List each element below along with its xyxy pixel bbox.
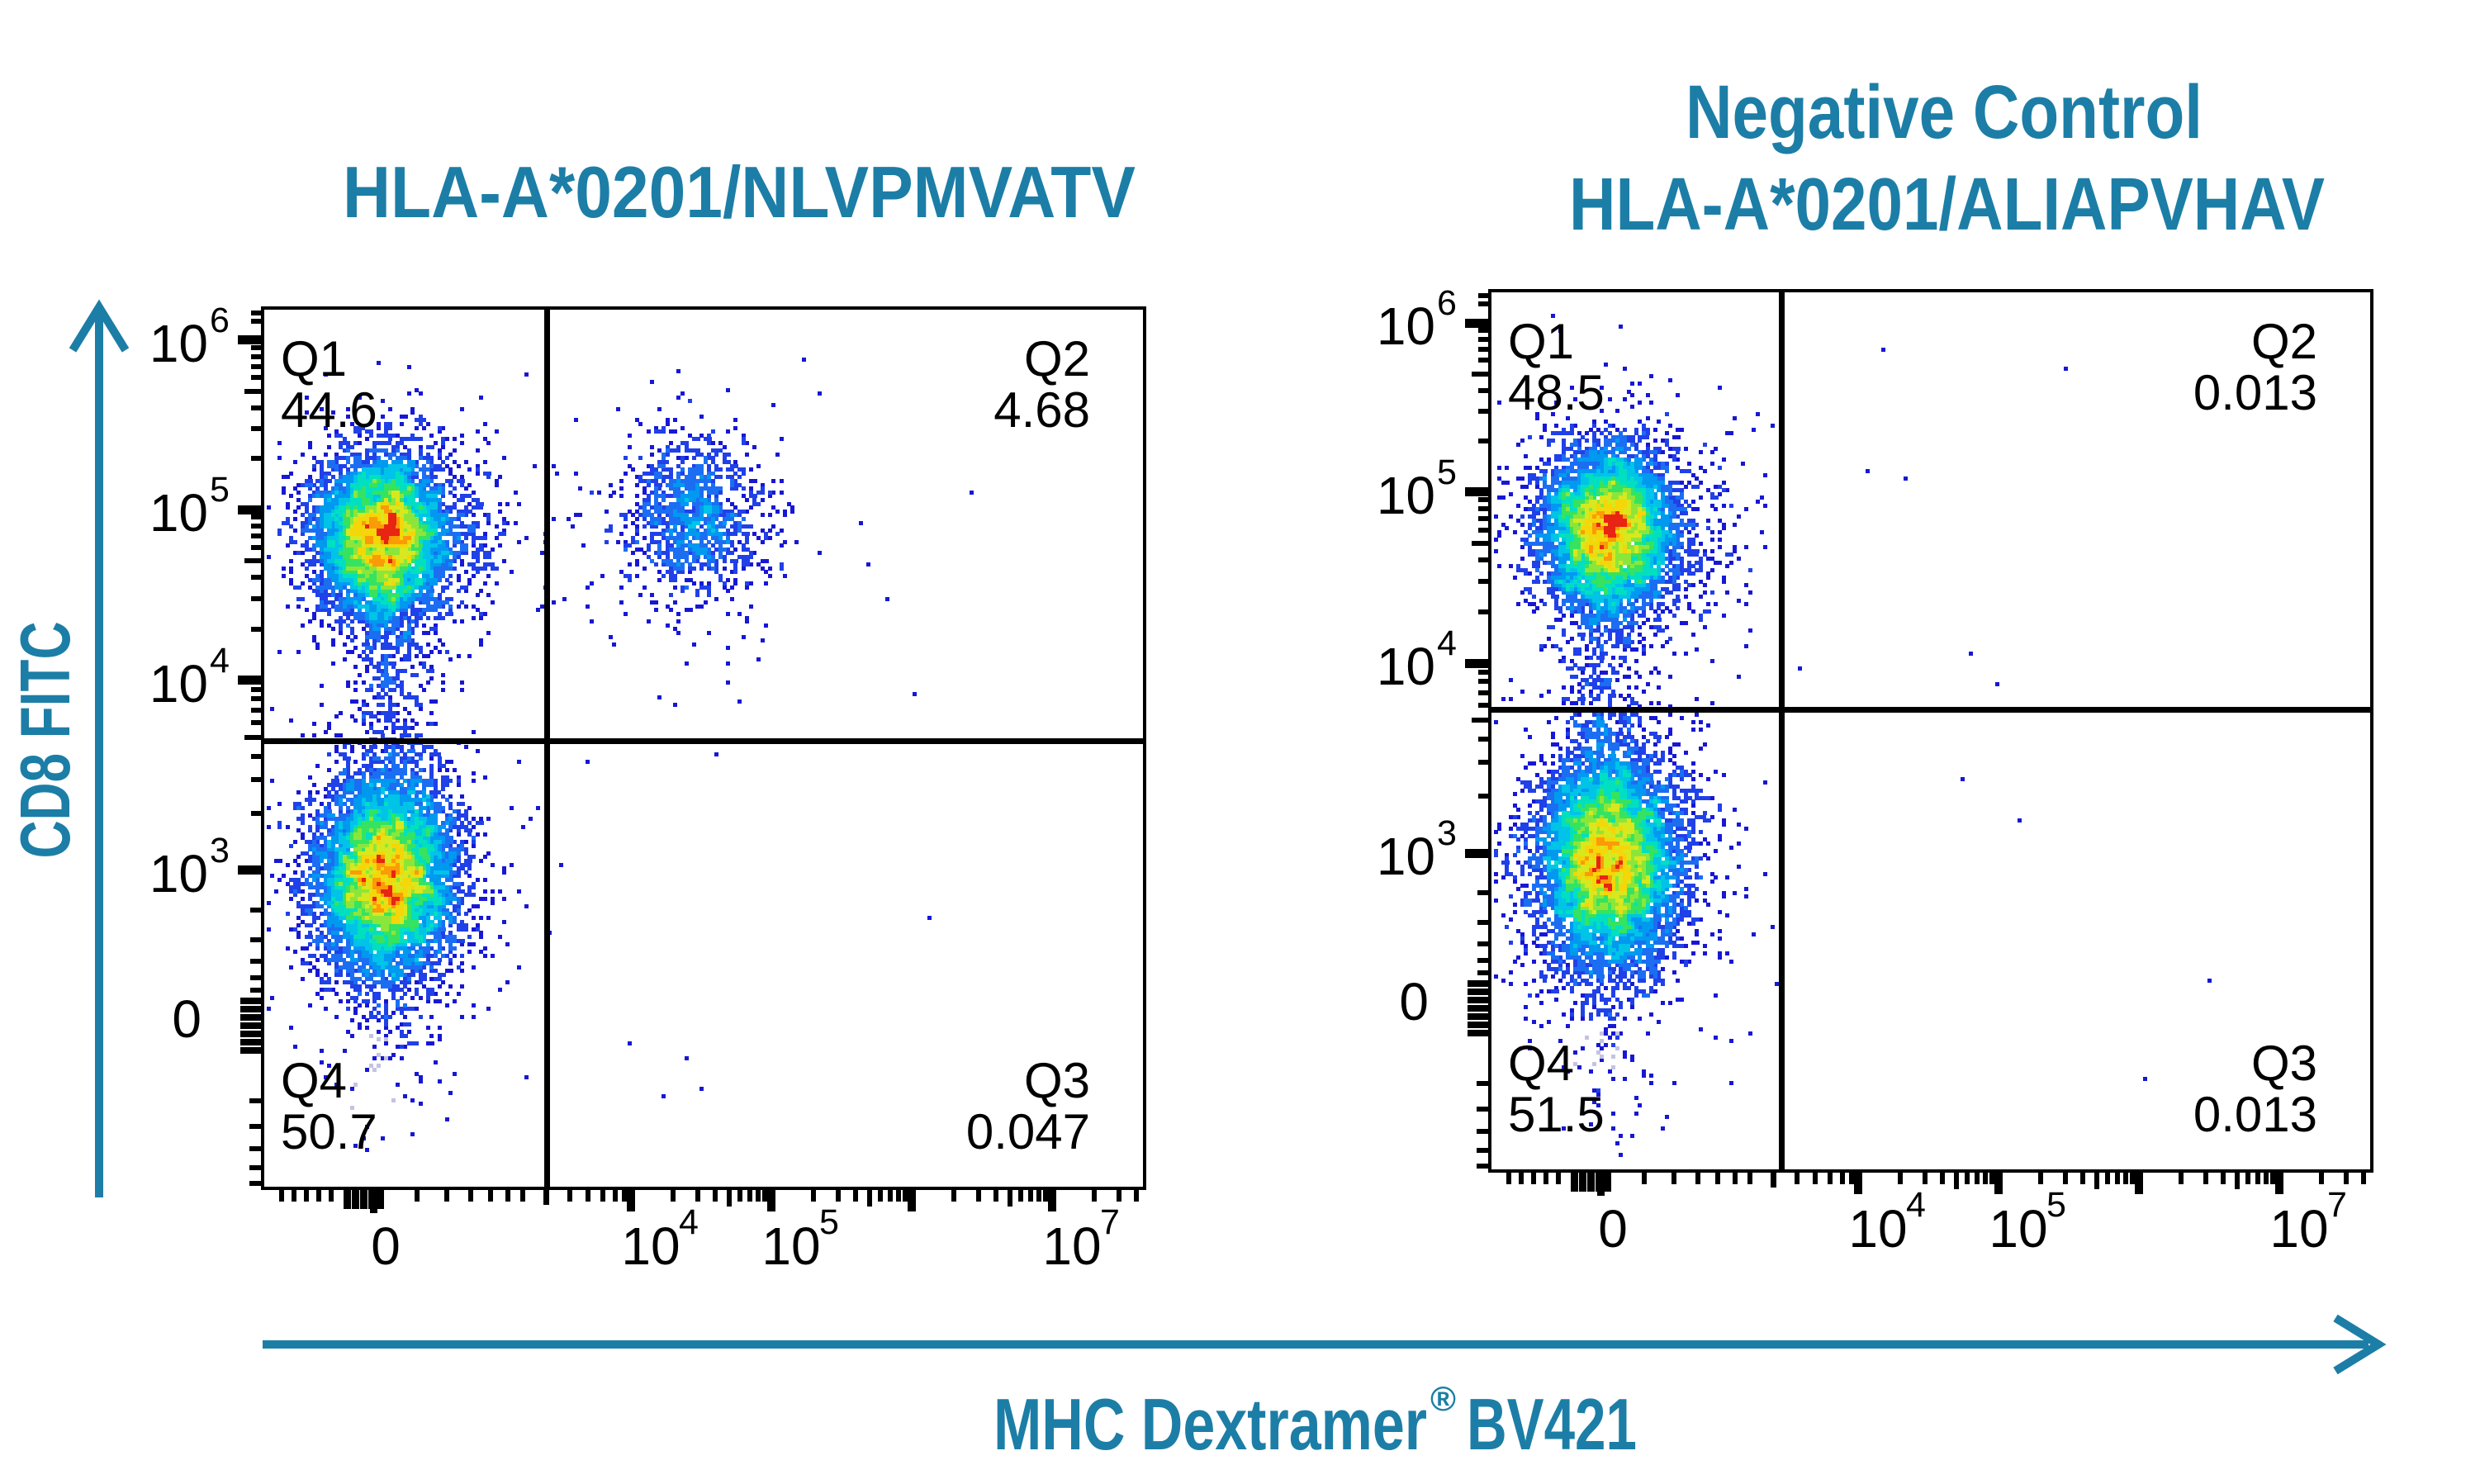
svg-text:3: 3: [210, 831, 230, 870]
svg-text:Negative Control: Negative Control: [1686, 70, 2203, 154]
svg-text:MHC Dextramer: MHC Dextramer: [993, 1383, 1427, 1465]
svg-text:Q1: Q1: [1508, 314, 1574, 369]
svg-text:10: 10: [1377, 466, 1435, 525]
svg-text:HLA-A*0201/NLVPMVATV: HLA-A*0201/NLVPMVATV: [343, 151, 1136, 233]
svg-text:Q4: Q4: [1508, 1036, 1574, 1091]
svg-text:0.013: 0.013: [2193, 365, 2317, 420]
svg-text:4: 4: [1906, 1185, 1926, 1225]
svg-text:Q2: Q2: [2251, 314, 2317, 369]
svg-text:10: 10: [149, 483, 208, 543]
svg-text:0: 0: [371, 1216, 401, 1276]
svg-text:10: 10: [2269, 1199, 2328, 1259]
svg-text:5: 5: [819, 1202, 839, 1242]
svg-text:4: 4: [1437, 623, 1457, 663]
svg-text:5: 5: [2046, 1185, 2066, 1225]
svg-text:0.013: 0.013: [2193, 1087, 2317, 1142]
svg-text:51.5: 51.5: [1508, 1087, 1605, 1142]
svg-text:10: 10: [1989, 1199, 2047, 1259]
svg-text:Q2: Q2: [1024, 331, 1090, 386]
svg-text:44.6: 44.6: [281, 382, 377, 438]
svg-text:10: 10: [1377, 637, 1435, 696]
svg-text:10: 10: [1848, 1199, 1907, 1259]
svg-text:6: 6: [210, 301, 230, 340]
svg-text:10: 10: [1042, 1216, 1101, 1276]
svg-text:BV421: BV421: [1467, 1383, 1637, 1465]
svg-text:5: 5: [210, 470, 230, 510]
svg-text:0.047: 0.047: [966, 1104, 1090, 1159]
svg-text:10: 10: [1377, 827, 1435, 886]
svg-text:4.68: 4.68: [993, 382, 1090, 438]
svg-text:10: 10: [149, 314, 208, 373]
svg-text:Q4: Q4: [281, 1053, 347, 1108]
svg-text:HLA-A*0201/ALIAPVHAV: HLA-A*0201/ALIAPVHAV: [1569, 164, 2325, 246]
svg-text:®: ®: [1430, 1379, 1456, 1418]
svg-text:Q3: Q3: [1024, 1053, 1090, 1108]
svg-text:10: 10: [149, 844, 208, 903]
svg-text:0: 0: [1399, 972, 1429, 1031]
svg-text:7: 7: [2327, 1185, 2347, 1225]
svg-text:5: 5: [1437, 453, 1457, 492]
svg-text:50.7: 50.7: [281, 1104, 377, 1159]
svg-text:0: 0: [1598, 1199, 1628, 1259]
svg-text:4: 4: [679, 1202, 699, 1242]
svg-text:10: 10: [761, 1216, 820, 1276]
svg-text:10: 10: [621, 1216, 680, 1276]
svg-text:Q1: Q1: [281, 331, 347, 386]
svg-text:6: 6: [1437, 283, 1457, 323]
svg-text:CD8 FITC: CD8 FITC: [7, 622, 85, 859]
svg-text:10: 10: [149, 654, 208, 714]
svg-text:0: 0: [172, 989, 202, 1049]
svg-text:3: 3: [1437, 813, 1457, 853]
svg-text:10: 10: [1377, 296, 1435, 356]
svg-text:Q3: Q3: [2251, 1036, 2317, 1091]
svg-text:48.5: 48.5: [1508, 365, 1605, 420]
svg-text:4: 4: [210, 641, 230, 680]
svg-text:7: 7: [1100, 1202, 1120, 1242]
